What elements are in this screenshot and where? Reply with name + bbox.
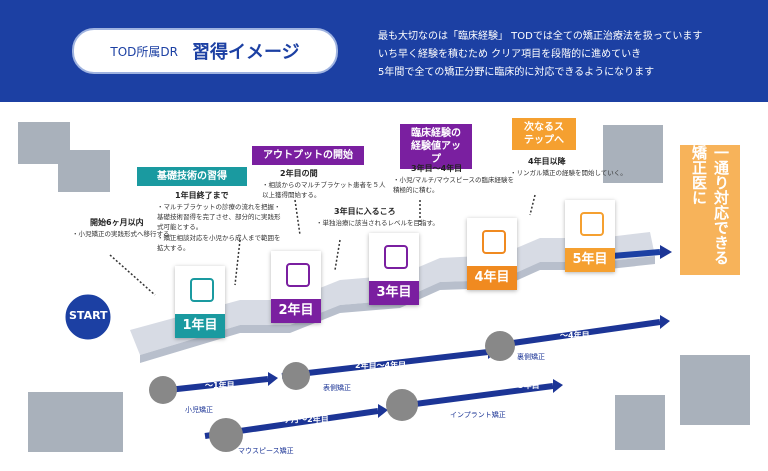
year-card: 3年目: [369, 233, 419, 305]
milestone-note: ・単独治療に該当されるレベルを目指す。: [316, 219, 439, 227]
milestone-period: 4年目以降: [528, 157, 566, 166]
photo: [615, 395, 665, 450]
year-label: 2年目: [271, 299, 321, 323]
milestone-period: 2年目の間: [280, 169, 318, 178]
track-period: 〜3年目: [510, 381, 540, 390]
milestone-note: ・リンガル矯正の経験を開始していく。: [510, 169, 627, 177]
icon: [482, 230, 506, 254]
year-card: 4年目: [467, 218, 517, 290]
track-name: 表側矯正: [323, 384, 351, 392]
milestone-period: 3年目に入るころ: [334, 207, 396, 216]
milestone-note: ・小児/マルチ/マウスピースの臨床経験を積極的に積む。: [393, 176, 515, 194]
photo: [28, 392, 123, 452]
milestone-period: 1年目終了まで: [175, 191, 229, 200]
track-photos: [149, 331, 515, 452]
title: 習得イメージ: [191, 42, 300, 63]
intro-line: いち早く経験を積むため クリア項目を段階的に進めていき: [378, 49, 642, 60]
milestone-period: 3年目〜4年目: [411, 164, 463, 173]
year-label: 5年目: [565, 248, 615, 272]
photo: [58, 150, 110, 192]
track-name: インプラント矯正: [450, 411, 506, 419]
start-circle: [62, 291, 114, 343]
milestone-tag: 次なるステップへ: [512, 118, 576, 150]
start: START: [69, 309, 108, 322]
year-label: 4年目: [467, 266, 517, 290]
milestone-note: ・矯正相談対応を小児から成人まで範囲を拡大する。: [157, 234, 281, 252]
org: TOD所属DR: [110, 44, 178, 59]
icon: [580, 212, 604, 236]
track-period: 10ヶ月〜2年目: [272, 415, 329, 424]
track-period: 〜4年目: [560, 331, 590, 340]
milestone-tag: 基礎技術の習得: [137, 167, 247, 186]
track-name: 小児矯正: [185, 406, 213, 414]
title-pill: TOD所属DR 習得イメージ: [72, 28, 338, 74]
icon: [384, 245, 408, 269]
intro-line: 5年間で全ての矯正分野に臨床的に対応できるようになります: [378, 67, 655, 78]
year-card: 1年目: [175, 266, 225, 338]
goal: 一通り対応できる矯正医に: [680, 145, 740, 275]
year-label: 3年目: [369, 281, 419, 305]
icon: [286, 263, 310, 287]
icon: [190, 278, 214, 302]
milestone-note: ・マルチブラケットの診療の流れを把握・基礎技術習得を完了させ、部分的に実践形式可…: [157, 203, 281, 231]
year-label: 1年目: [175, 314, 225, 338]
milestone-note: ・相談からのマルチブラケット患者を５人以上獲得開始する。: [262, 181, 386, 199]
track-period: 2年目〜4年目: [355, 361, 407, 370]
milestone-note: ・小児矯正の実践形式へ移行する。: [72, 230, 176, 238]
year-card: 2年目: [271, 251, 321, 323]
intro: 最も大切なのは「臨床経験」 TODでは全ての矯正治療法を扱っています いち早く経…: [378, 28, 702, 82]
track-name: 裏側矯正: [517, 353, 545, 361]
photo: [680, 355, 750, 425]
track-name: マウスピース矯正: [238, 447, 294, 455]
year-card: 5年目: [565, 200, 615, 272]
intro-line: 最も大切なのは「臨床経験」 TODでは全ての矯正治療法を扱っています: [378, 31, 703, 42]
track-period: 〜1年目: [205, 381, 235, 390]
milestone-period: 開始6ヶ月以内: [90, 218, 144, 227]
leaders: [109, 194, 536, 296]
milestone-tag: 臨床経験の経験値アップ: [400, 124, 472, 169]
milestone-tag: アウトプットの開始: [252, 146, 364, 165]
photo: [603, 125, 663, 183]
